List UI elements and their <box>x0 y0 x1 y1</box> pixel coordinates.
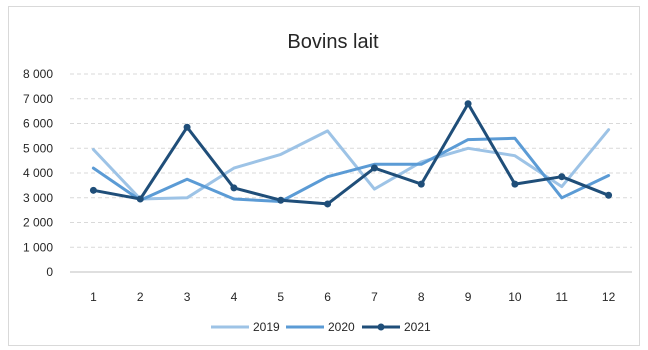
x-axis: 1 2 3 4 5 6 7 8 9 10 11 12 <box>70 271 632 304</box>
x-tick-label: 12 <box>602 290 616 304</box>
legend-marker-2021 <box>377 323 385 331</box>
data-point-2021 <box>136 195 144 203</box>
y-tick-label: 6 000 <box>23 117 53 131</box>
x-tick-label: 1 <box>90 290 97 304</box>
data-point-2021 <box>605 191 613 199</box>
x-tick-label: 4 <box>231 290 238 304</box>
series-line-2021 <box>91 102 611 206</box>
x-tick-label: 3 <box>184 290 191 304</box>
x-tick-label: 7 <box>371 290 378 304</box>
y-tick-label: 3 000 <box>23 191 53 205</box>
y-tick-label: 7 000 <box>23 92 53 106</box>
x-tick-label: 2 <box>137 290 144 304</box>
y-tick-label: 8 000 <box>23 67 53 81</box>
series-line-2019 <box>91 128 611 201</box>
series-lines <box>89 100 613 208</box>
x-tick-label: 6 <box>324 290 331 304</box>
data-point-2021 <box>370 164 378 172</box>
y-tick-label: 4 000 <box>23 166 53 180</box>
y-tick-label: 5 000 <box>23 141 53 155</box>
y-tick-label: 2 000 <box>23 216 53 230</box>
x-tick-label: 8 <box>418 290 425 304</box>
x-tick-label: 10 <box>508 290 522 304</box>
x-tick-label: 11 <box>556 290 569 304</box>
data-point-2021 <box>230 184 238 192</box>
y-axis-ticks: 0 1 000 2 000 3 000 4 000 5 000 6 000 7 000 8 00… <box>23 67 53 279</box>
y-tick-label: 0 <box>46 265 53 279</box>
data-point-2021 <box>417 180 425 188</box>
legend-label-2021: 2021 <box>404 320 431 334</box>
chart-area-border <box>8 6 640 346</box>
x-tick-label: 9 <box>465 290 472 304</box>
data-point-2021 <box>464 100 472 108</box>
legend: 2019 2020 2021 <box>211 320 431 334</box>
chart-title: Bovins lait <box>287 31 379 53</box>
legend-label-2019: 2019 <box>253 320 280 334</box>
data-point-2021 <box>277 196 285 204</box>
data-point-2021 <box>89 186 97 194</box>
legend-label-2020: 2020 <box>328 320 355 334</box>
data-point-2021 <box>558 173 566 181</box>
data-point-2021 <box>183 123 191 131</box>
data-point-2021 <box>324 200 332 208</box>
x-tick-label: 5 <box>277 290 284 304</box>
series-line-2020 <box>91 136 611 203</box>
y-tick-label: 1 000 <box>23 240 53 254</box>
grid-lines <box>70 73 632 248</box>
data-point-2021 <box>511 180 519 188</box>
